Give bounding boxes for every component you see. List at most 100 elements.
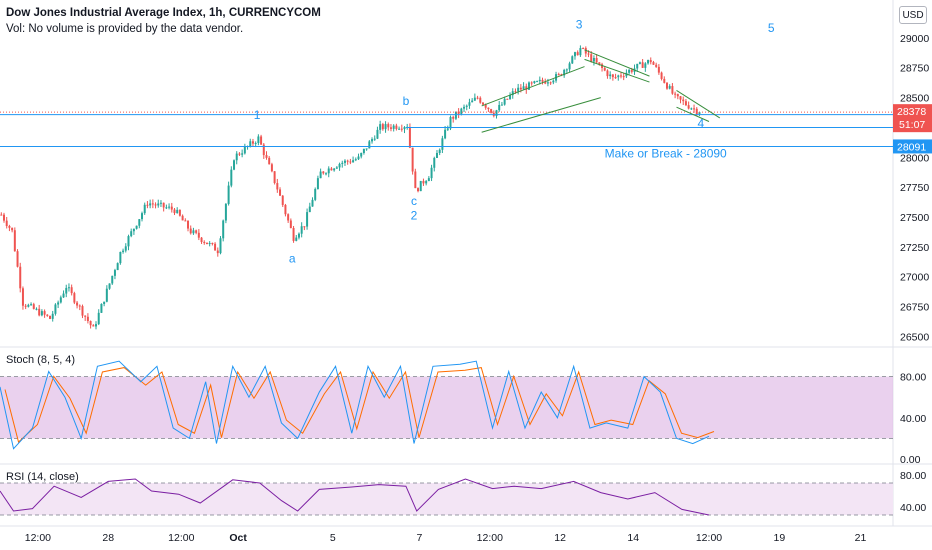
candle bbox=[690, 107, 693, 110]
candle bbox=[384, 121, 387, 133]
candle bbox=[16, 249, 19, 268]
candle bbox=[463, 104, 466, 113]
candle bbox=[141, 211, 144, 222]
level-tag bbox=[893, 139, 932, 154]
candle-body bbox=[51, 313, 54, 319]
candle bbox=[511, 88, 514, 99]
candle bbox=[165, 204, 168, 210]
candle bbox=[306, 208, 309, 230]
candle bbox=[113, 268, 116, 280]
stoch-tick-label: 40.00 bbox=[900, 413, 926, 425]
candle-body bbox=[284, 204, 287, 215]
price-tick-label: 27000 bbox=[900, 272, 929, 284]
bar-countdown: 51:07 bbox=[899, 119, 925, 131]
time-tick-label: 12:00 bbox=[477, 532, 503, 544]
candle bbox=[243, 143, 246, 155]
candle-body bbox=[108, 283, 111, 289]
candle bbox=[205, 242, 208, 245]
candle-body bbox=[300, 226, 303, 234]
time-tick-label: 19 bbox=[774, 532, 786, 544]
stoch-band bbox=[0, 376, 893, 439]
time-tick-label: 12 bbox=[554, 532, 566, 544]
candle bbox=[322, 171, 325, 175]
currency-button[interactable]: USD bbox=[899, 6, 927, 24]
candle bbox=[273, 171, 276, 185]
candle-body bbox=[579, 48, 582, 56]
wave-label: a bbox=[289, 251, 296, 265]
candle-body bbox=[289, 220, 292, 229]
candle-body bbox=[438, 149, 441, 153]
candle bbox=[568, 61, 571, 73]
candle-body bbox=[200, 237, 203, 242]
candle bbox=[536, 80, 539, 83]
candle-body bbox=[592, 57, 595, 62]
candle bbox=[89, 320, 92, 329]
candle-body bbox=[690, 108, 693, 110]
candle bbox=[11, 227, 14, 233]
candle-body bbox=[89, 320, 92, 326]
candle-body bbox=[130, 231, 133, 237]
candle bbox=[3, 212, 6, 223]
price-tick-label: 28750 bbox=[900, 63, 929, 75]
candle-body bbox=[268, 157, 271, 165]
candle-body bbox=[414, 171, 417, 189]
candle bbox=[530, 81, 533, 86]
candle bbox=[295, 235, 298, 242]
candle-body bbox=[544, 81, 547, 84]
candle-body bbox=[32, 304, 35, 309]
candle bbox=[333, 167, 336, 172]
candle-body bbox=[216, 250, 219, 254]
candle-body bbox=[322, 171, 325, 174]
candle bbox=[138, 219, 141, 229]
candle bbox=[35, 307, 38, 311]
candle bbox=[522, 82, 525, 90]
candle bbox=[352, 156, 355, 163]
candle-body bbox=[54, 304, 57, 314]
candle-body bbox=[30, 304, 33, 306]
level-tag-label: 28091 bbox=[897, 141, 926, 153]
candle bbox=[481, 102, 484, 106]
candle bbox=[265, 151, 268, 160]
candle bbox=[173, 207, 176, 216]
candle-body bbox=[21, 288, 24, 306]
candle-body bbox=[595, 57, 598, 63]
candle-body bbox=[576, 52, 579, 56]
candle-body bbox=[387, 124, 390, 128]
wave-label: 4 bbox=[698, 116, 705, 130]
candle bbox=[200, 236, 203, 244]
candle-body bbox=[97, 312, 100, 325]
candle-body bbox=[105, 288, 108, 302]
candle bbox=[354, 157, 357, 162]
candle-body bbox=[303, 226, 306, 228]
candle-body bbox=[541, 79, 544, 82]
candle-body bbox=[349, 161, 352, 163]
candle-body bbox=[306, 212, 309, 227]
candle bbox=[435, 150, 438, 159]
pattern-line bbox=[584, 58, 650, 83]
candle bbox=[446, 125, 449, 132]
candle bbox=[389, 124, 392, 132]
candle-body bbox=[471, 100, 474, 103]
candle bbox=[392, 124, 395, 132]
candle-body bbox=[511, 91, 514, 96]
time-tick-label: 12:00 bbox=[168, 532, 194, 544]
candle-body bbox=[297, 233, 300, 238]
price-tick-label: 26500 bbox=[900, 331, 929, 343]
candle bbox=[438, 148, 441, 156]
candle-body bbox=[187, 220, 190, 229]
wave-label: 5 bbox=[768, 21, 775, 35]
candle-body bbox=[617, 75, 620, 78]
candle bbox=[238, 152, 241, 157]
candle-body bbox=[100, 303, 103, 313]
candle bbox=[655, 62, 658, 68]
candle bbox=[159, 200, 162, 207]
candle bbox=[457, 108, 460, 119]
candle-body bbox=[354, 159, 357, 161]
candle bbox=[419, 180, 422, 192]
last-price-tag bbox=[893, 104, 932, 133]
candle-body bbox=[457, 111, 460, 114]
price-tick-label: 28000 bbox=[900, 152, 929, 164]
candle bbox=[506, 98, 509, 100]
candle bbox=[27, 303, 30, 308]
